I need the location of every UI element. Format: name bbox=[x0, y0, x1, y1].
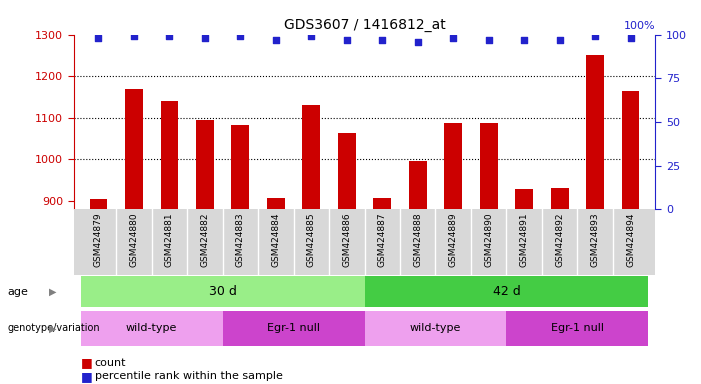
Text: 100%: 100% bbox=[624, 21, 655, 31]
Bar bbox=[506, 311, 648, 346]
Text: GSM424889: GSM424889 bbox=[449, 213, 458, 267]
Point bbox=[199, 35, 210, 41]
Text: GSM424881: GSM424881 bbox=[165, 213, 174, 267]
Point bbox=[93, 35, 104, 41]
Text: genotype/variation: genotype/variation bbox=[7, 323, 100, 333]
Bar bbox=[302, 105, 320, 209]
Bar bbox=[365, 276, 648, 307]
Text: 30 d: 30 d bbox=[209, 285, 236, 298]
Bar bbox=[479, 123, 498, 209]
Bar bbox=[231, 125, 250, 209]
Point bbox=[412, 38, 423, 45]
Text: GSM424892: GSM424892 bbox=[555, 213, 564, 267]
Bar bbox=[622, 91, 639, 209]
Point bbox=[625, 35, 637, 41]
Bar bbox=[81, 276, 365, 307]
Bar bbox=[409, 161, 427, 209]
Point bbox=[590, 33, 601, 40]
Text: count: count bbox=[95, 358, 126, 368]
Text: ▶: ▶ bbox=[49, 323, 56, 333]
Text: wild-type: wild-type bbox=[126, 323, 177, 333]
Bar bbox=[365, 311, 506, 346]
Text: GSM424883: GSM424883 bbox=[236, 213, 245, 267]
Bar bbox=[90, 199, 107, 209]
Text: GSM424885: GSM424885 bbox=[307, 213, 316, 267]
Point bbox=[128, 33, 139, 40]
Point bbox=[270, 37, 281, 43]
Title: GDS3607 / 1416812_at: GDS3607 / 1416812_at bbox=[284, 18, 445, 32]
Text: GSM424893: GSM424893 bbox=[591, 213, 599, 267]
Text: Egr-1 null: Egr-1 null bbox=[267, 323, 320, 333]
Point bbox=[448, 35, 459, 41]
Text: age: age bbox=[7, 287, 28, 297]
Text: GSM424884: GSM424884 bbox=[271, 213, 280, 267]
Text: 42 d: 42 d bbox=[493, 285, 520, 298]
Point bbox=[554, 37, 565, 43]
Bar bbox=[338, 133, 355, 209]
Bar bbox=[374, 198, 391, 209]
Bar bbox=[267, 198, 285, 209]
Bar bbox=[81, 311, 223, 346]
Bar bbox=[223, 311, 365, 346]
Point bbox=[376, 37, 388, 43]
Point bbox=[519, 37, 530, 43]
Text: wild-type: wild-type bbox=[410, 323, 461, 333]
Text: percentile rank within the sample: percentile rank within the sample bbox=[95, 371, 283, 381]
Point bbox=[235, 33, 246, 40]
Bar bbox=[161, 101, 178, 209]
Text: GSM424880: GSM424880 bbox=[130, 213, 138, 267]
Text: ■: ■ bbox=[81, 370, 93, 383]
Bar bbox=[515, 189, 533, 209]
Text: GSM424888: GSM424888 bbox=[413, 213, 422, 267]
Bar bbox=[586, 55, 604, 209]
Text: GSM424882: GSM424882 bbox=[200, 213, 210, 267]
Bar bbox=[196, 120, 214, 209]
Bar bbox=[444, 123, 462, 209]
Text: GSM424894: GSM424894 bbox=[626, 213, 635, 267]
Text: GSM424879: GSM424879 bbox=[94, 213, 103, 267]
Text: Egr-1 null: Egr-1 null bbox=[551, 323, 604, 333]
Text: ▶: ▶ bbox=[49, 287, 56, 297]
Point bbox=[483, 37, 494, 43]
Text: GSM424890: GSM424890 bbox=[484, 213, 494, 267]
Text: ■: ■ bbox=[81, 356, 93, 369]
Text: GSM424891: GSM424891 bbox=[519, 213, 529, 267]
Point bbox=[341, 37, 353, 43]
Bar bbox=[551, 189, 569, 209]
Bar bbox=[125, 89, 143, 209]
Point bbox=[306, 33, 317, 40]
Text: GSM424886: GSM424886 bbox=[342, 213, 351, 267]
Text: GSM424887: GSM424887 bbox=[378, 213, 387, 267]
Point bbox=[164, 33, 175, 40]
